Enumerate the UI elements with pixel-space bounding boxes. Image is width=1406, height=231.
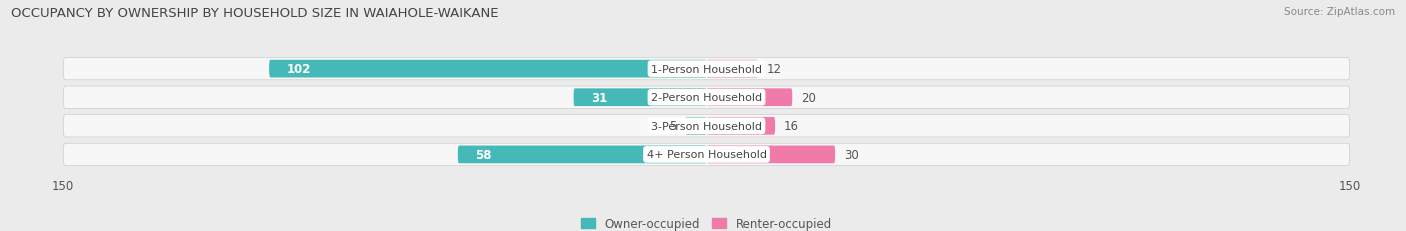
Text: 16: 16 — [783, 120, 799, 133]
Text: 58: 58 — [475, 148, 492, 161]
Text: 2-Person Household: 2-Person Household — [651, 93, 762, 103]
FancyBboxPatch shape — [707, 61, 758, 78]
Text: Source: ZipAtlas.com: Source: ZipAtlas.com — [1284, 7, 1395, 17]
Text: 31: 31 — [591, 91, 607, 104]
FancyBboxPatch shape — [707, 89, 793, 107]
FancyBboxPatch shape — [63, 144, 1350, 166]
FancyBboxPatch shape — [63, 87, 1350, 109]
Text: 102: 102 — [287, 63, 311, 76]
Text: 1-Person Household: 1-Person Household — [651, 64, 762, 74]
Text: 5: 5 — [669, 120, 676, 133]
FancyBboxPatch shape — [269, 61, 707, 78]
Text: 3-Person Household: 3-Person Household — [651, 121, 762, 131]
Text: 12: 12 — [766, 63, 782, 76]
Legend: Owner-occupied, Renter-occupied: Owner-occupied, Renter-occupied — [576, 212, 837, 231]
FancyBboxPatch shape — [707, 146, 835, 164]
FancyBboxPatch shape — [574, 89, 707, 107]
FancyBboxPatch shape — [685, 117, 707, 135]
Text: 30: 30 — [844, 148, 859, 161]
FancyBboxPatch shape — [63, 115, 1350, 137]
FancyBboxPatch shape — [707, 117, 775, 135]
Text: 20: 20 — [801, 91, 815, 104]
Text: OCCUPANCY BY OWNERSHIP BY HOUSEHOLD SIZE IN WAIAHOLE-WAIKANE: OCCUPANCY BY OWNERSHIP BY HOUSEHOLD SIZE… — [11, 7, 499, 20]
Text: 4+ Person Household: 4+ Person Household — [647, 150, 766, 160]
FancyBboxPatch shape — [63, 58, 1350, 80]
FancyBboxPatch shape — [458, 146, 707, 164]
